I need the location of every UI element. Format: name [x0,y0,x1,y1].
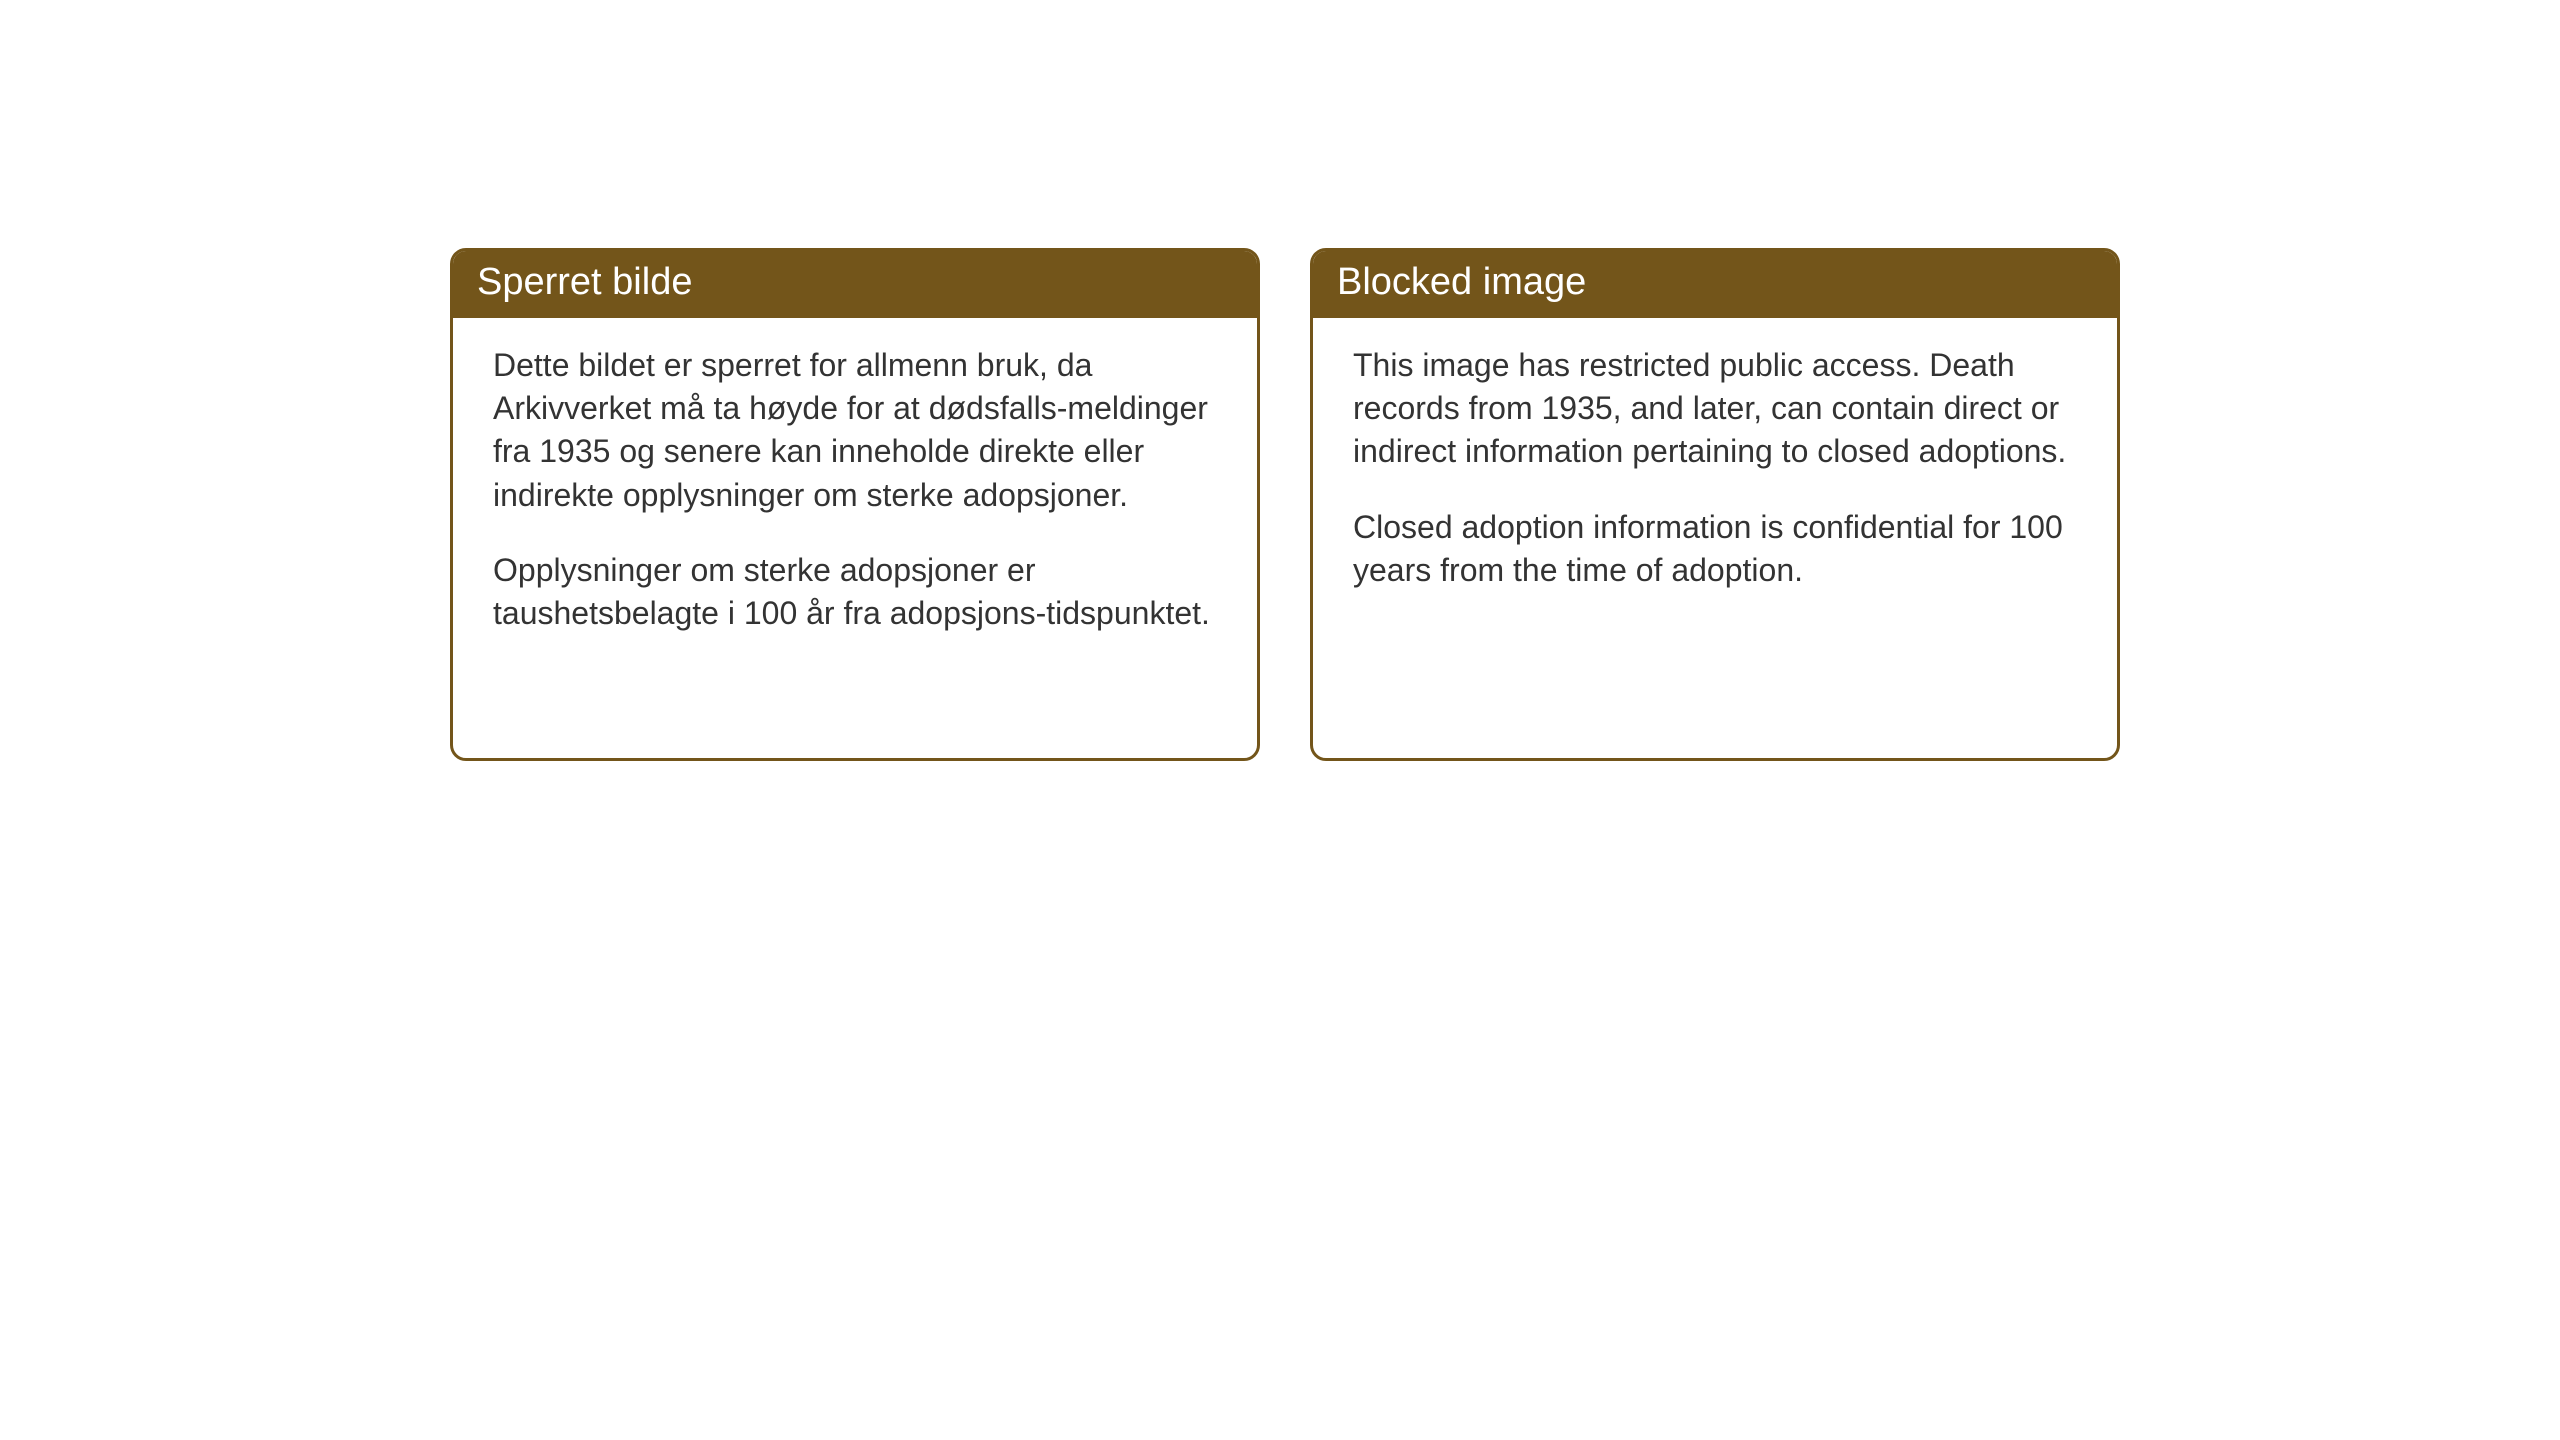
info-box-norwegian-body: Dette bildet er sperret for allmenn bruk… [453,318,1257,758]
info-box-english-body: This image has restricted public access.… [1313,318,2117,758]
info-box-norwegian: Sperret bilde Dette bildet er sperret fo… [450,248,1260,761]
info-box-english: Blocked image This image has restricted … [1310,248,2120,761]
info-box-norwegian-header: Sperret bilde [453,251,1257,318]
info-boxes-container: Sperret bilde Dette bildet er sperret fo… [450,248,2560,761]
info-box-english-header: Blocked image [1313,251,2117,318]
info-box-english-paragraph-2: Closed adoption information is confident… [1353,506,2077,592]
info-box-english-title: Blocked image [1337,261,1586,303]
info-box-english-paragraph-1: This image has restricted public access.… [1353,344,2077,474]
info-box-norwegian-paragraph-2: Opplysninger om sterke adopsjoner er tau… [493,549,1217,635]
info-box-norwegian-paragraph-1: Dette bildet er sperret for allmenn bruk… [493,344,1217,517]
info-box-norwegian-title: Sperret bilde [477,261,692,303]
